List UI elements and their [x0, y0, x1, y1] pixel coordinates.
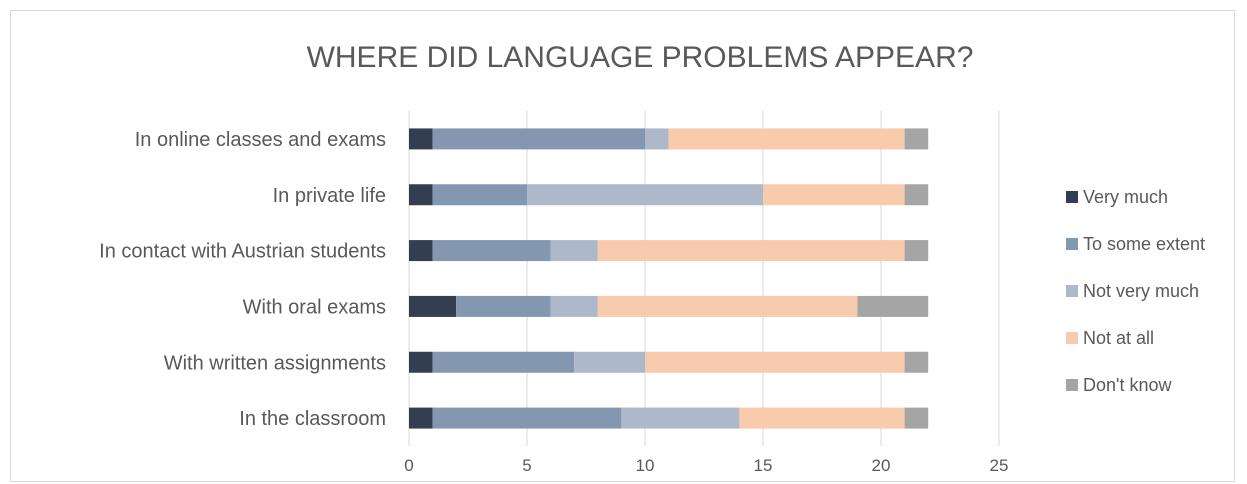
bar-segment-very-much: [409, 128, 433, 150]
legend-swatch-to-some-extent: [1066, 238, 1078, 250]
x-tick-label: 10: [636, 456, 655, 475]
bar-segment-to-some-extent: [432, 128, 645, 150]
x-tick-label: 0: [404, 456, 413, 475]
legend-label: Not at all: [1083, 328, 1154, 348]
bar-segment-not-very-much: [574, 351, 645, 373]
legend-swatch-very-much: [1066, 191, 1078, 203]
bar-segment-don-t-know: [904, 351, 929, 373]
chart-frame: WHERE DID LANGUAGE PROBLEMS APPEAR? In o…: [10, 10, 1235, 482]
bar-segment-not-at-all: [763, 184, 905, 206]
legend-swatch-not-at-all: [1066, 332, 1078, 344]
stacked-bar-chart: WHERE DID LANGUAGE PROBLEMS APPEAR? In o…: [99, 41, 1205, 475]
category-label: With written assignments: [164, 352, 386, 374]
legend-label: Don't know: [1083, 375, 1172, 395]
bar-segment-not-very-much: [527, 184, 763, 206]
bar-segment-to-some-extent: [432, 240, 551, 262]
legend-label: To some extent: [1083, 234, 1205, 254]
bar-segment-not-very-much: [621, 407, 740, 429]
bar-segment-not-at-all: [645, 351, 905, 373]
category-label: With oral exams: [243, 296, 386, 318]
category-label: In online classes and exams: [135, 129, 386, 151]
category-label: In contact with Austrian students: [99, 241, 386, 263]
bar-segment-very-much: [409, 240, 433, 262]
bars: [409, 128, 929, 429]
x-tick-label: 15: [754, 456, 773, 475]
bar-segment-very-much: [409, 407, 433, 429]
x-axis-ticks: 0 5 10 15 20 25: [404, 456, 1008, 475]
legend-label: Not very much: [1083, 281, 1199, 301]
bar-segment-don-t-know: [904, 128, 929, 150]
x-tick-label: 20: [872, 456, 891, 475]
bar-segment-not-at-all: [597, 240, 905, 262]
legend: Very much To some extent Not very much Not …: [1066, 187, 1205, 395]
legend-label: Very much: [1083, 187, 1168, 207]
category-labels: In online classes and exams In private li…: [99, 129, 386, 430]
x-tick-label: 25: [990, 456, 1009, 475]
category-label: In private life: [273, 185, 386, 207]
bar-segment-not-very-much: [645, 128, 669, 150]
bar-segment-very-much: [409, 351, 433, 373]
bar-segment-don-t-know: [904, 184, 929, 206]
bar-segment-don-t-know: [904, 240, 929, 262]
bar-segment-to-some-extent: [432, 407, 622, 429]
legend-swatch-not-very-much: [1066, 285, 1078, 297]
bar-segment-to-some-extent: [432, 184, 527, 206]
bar-segment-not-at-all: [739, 407, 905, 429]
gridlines: [408, 111, 1000, 446]
bar-segment-don-t-know: [857, 295, 929, 317]
bar-segment-to-some-extent: [432, 351, 575, 373]
bar-segment-don-t-know: [904, 407, 929, 429]
bar-segment-not-at-all: [668, 128, 905, 150]
bar-segment-not-at-all: [597, 295, 858, 317]
bar-segment-to-some-extent: [456, 295, 551, 317]
bar-segment-very-much: [409, 184, 433, 206]
bar-segment-very-much: [409, 295, 457, 317]
legend-swatch-don-t-know: [1066, 379, 1078, 391]
chart-title: WHERE DID LANGUAGE PROBLEMS APPEAR?: [307, 41, 974, 74]
category-label: In the classroom: [239, 408, 386, 430]
bar-segment-not-very-much: [550, 240, 598, 262]
bar-segment-not-very-much: [550, 295, 598, 317]
x-tick-label: 5: [522, 456, 531, 475]
